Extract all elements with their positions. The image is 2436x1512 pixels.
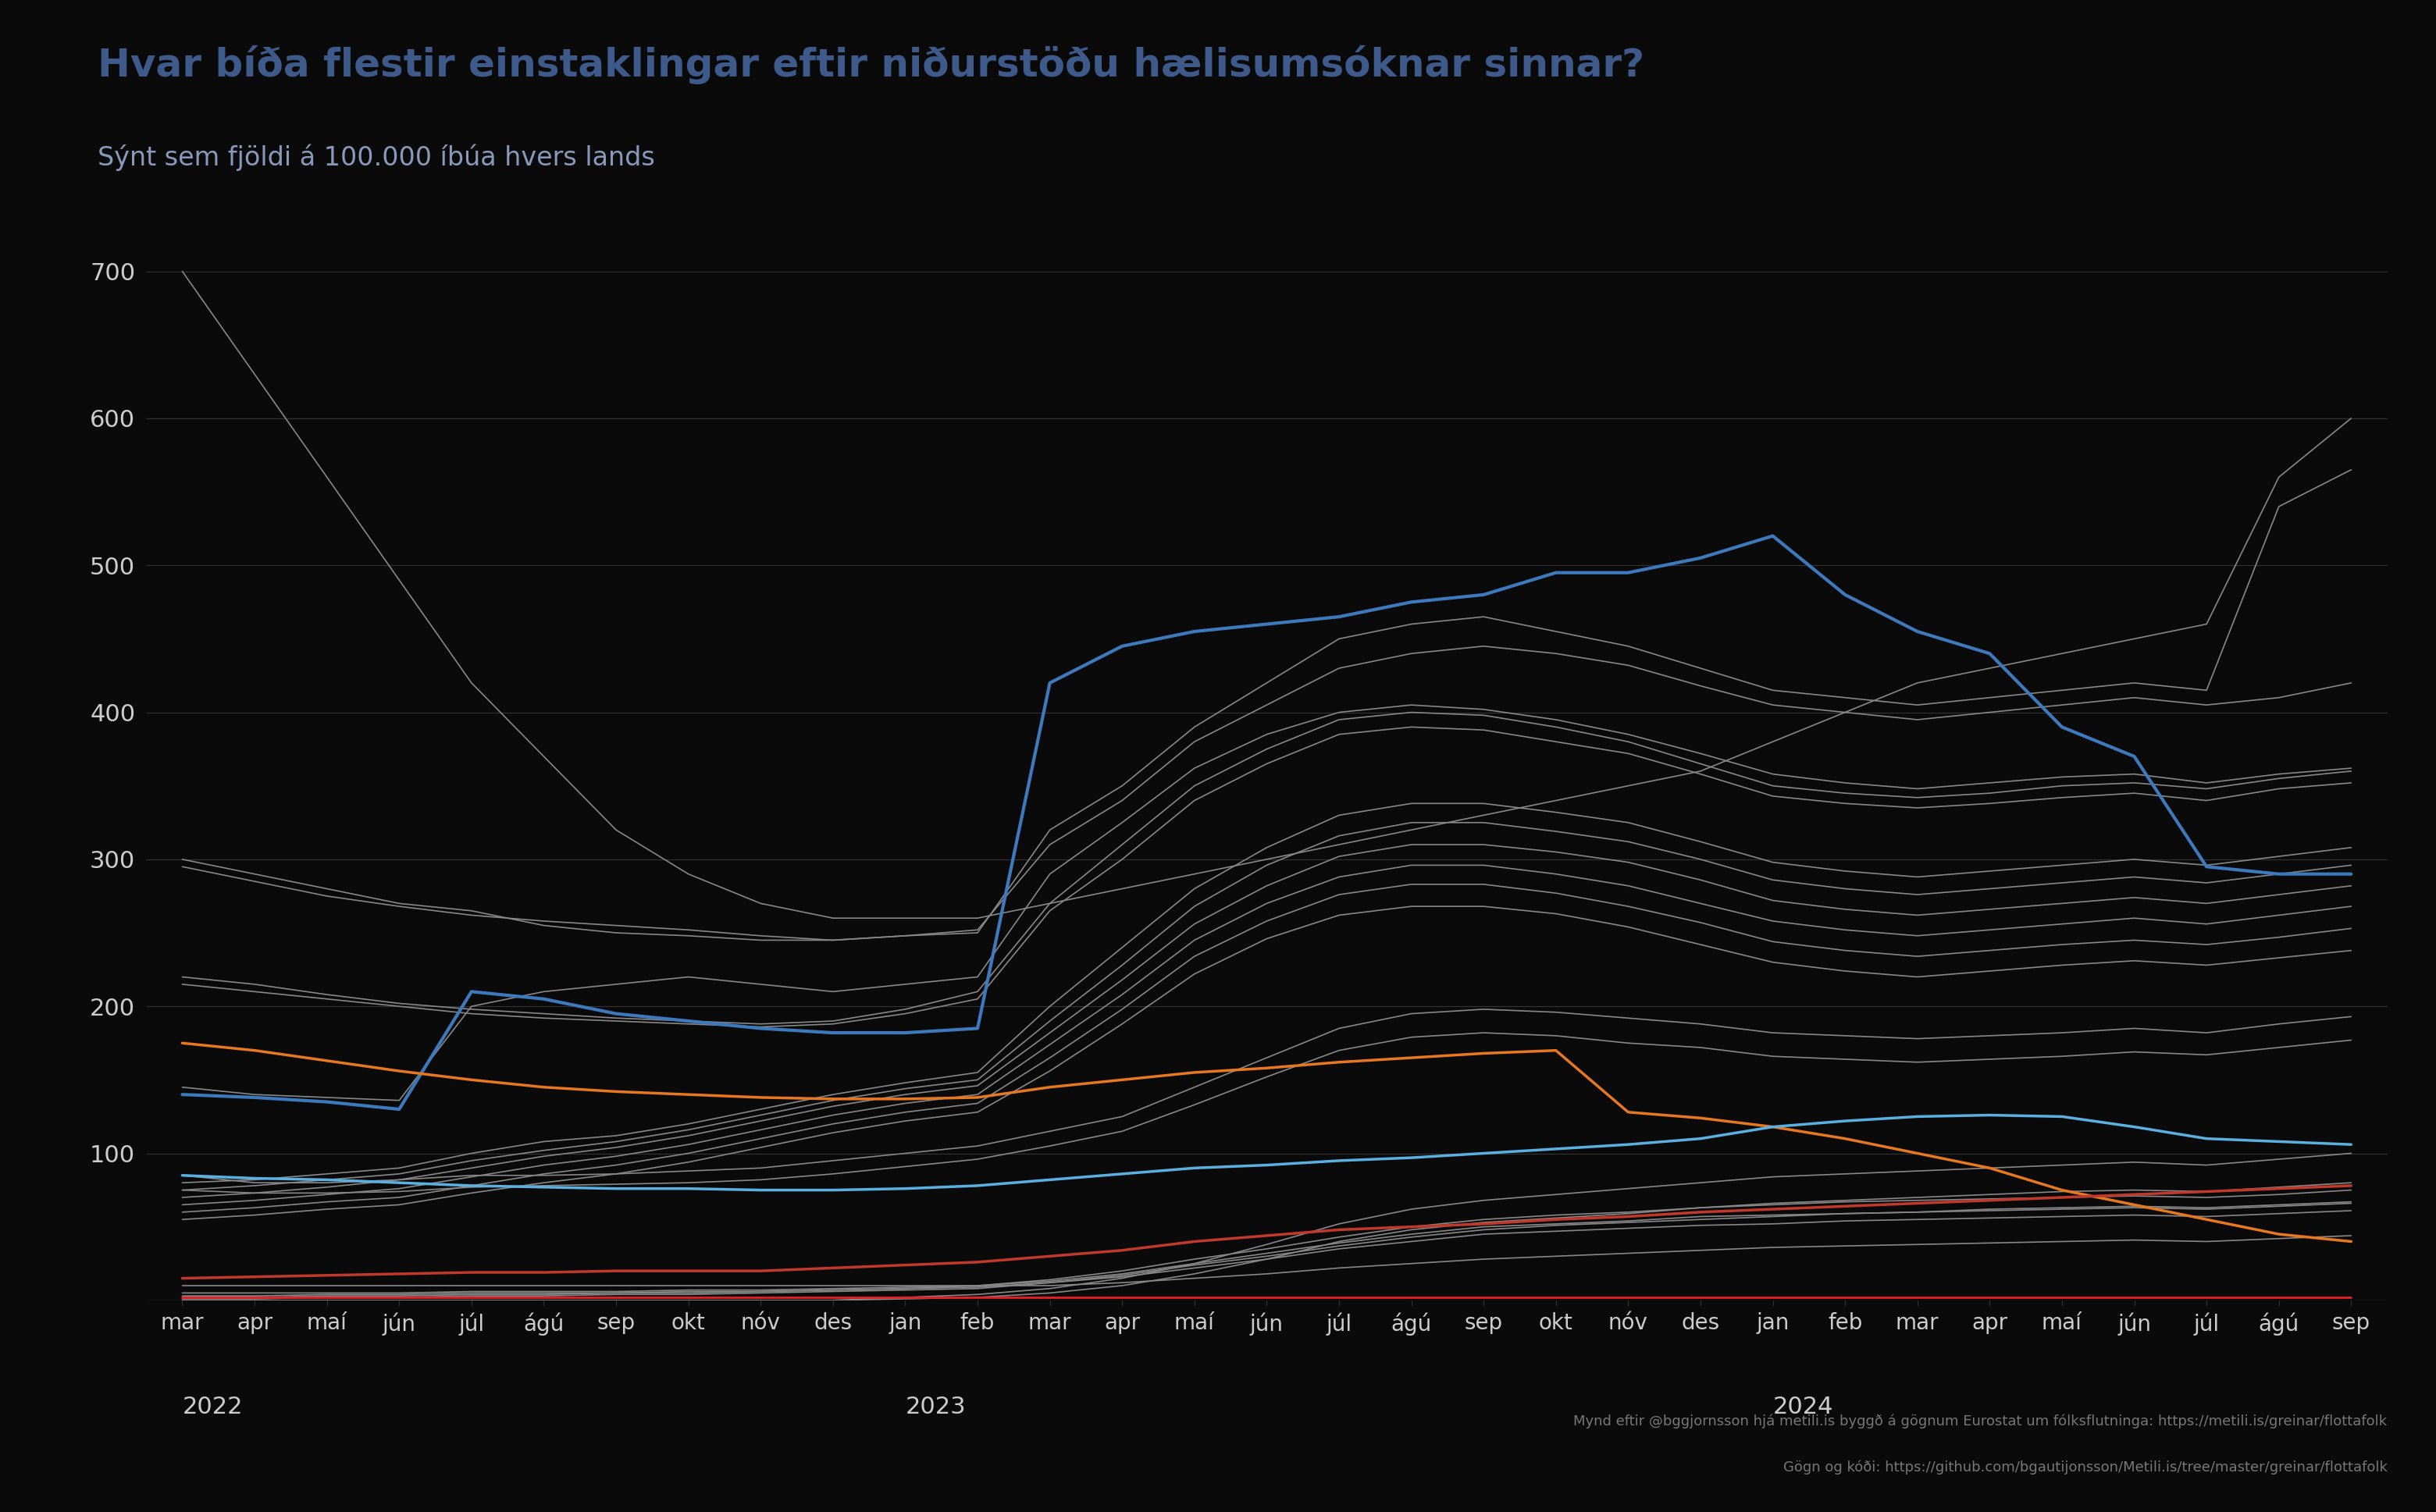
Text: Mynd eftir @bggjornsson hjá metili.is byggð á gögnum Eurostat um fólksflutninga:: Mynd eftir @bggjornsson hjá metili.is by… [1574,1414,2387,1429]
Text: Gögn og kóði: https://github.com/bgautijonsson/Metili.is/tree/master/greinar/flo: Gögn og kóði: https://github.com/bgautij… [1783,1459,2387,1474]
Text: 2023: 2023 [906,1396,965,1418]
Text: 2024: 2024 [1773,1396,1834,1418]
Text: Sýnt sem fjöldi á 100.000 íbúa hvers lands: Sýnt sem fjöldi á 100.000 íbúa hvers lan… [97,144,655,171]
Text: Hvar bíða flestir einstaklingar eftir niðurstöðu hælisumsóknar sinnar?: Hvar bíða flestir einstaklingar eftir ni… [97,45,1644,85]
Text: 2022: 2022 [183,1396,244,1418]
